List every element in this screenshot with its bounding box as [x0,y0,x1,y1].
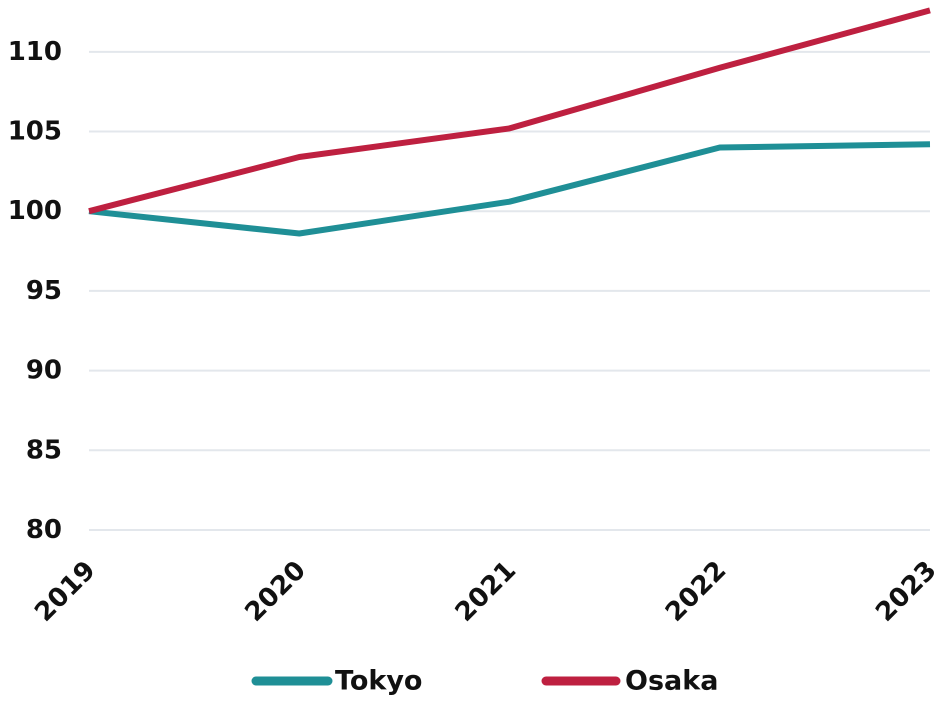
legend-label: Osaka [625,666,718,697]
series-line-tokyo [88,141,931,237]
y-tick-label: 105 [8,117,62,147]
x-tick-label: 2020 [239,555,311,627]
y-axis-tick-labels: 80 85 90 95 100 105 110 [8,37,62,545]
x-tick-label: 2021 [450,555,522,627]
legend-item-osaka: Osaka [541,666,718,697]
series-lines [88,7,931,237]
legend-item-tokyo: Tokyo [251,666,423,697]
series-line-osaka [88,7,931,215]
y-tick-label: 85 [26,435,62,465]
legend-label: Tokyo [335,666,423,697]
x-axis-tick-labels: 2019 2020 2021 2022 2023 [29,555,942,627]
x-tick-label: 2019 [29,555,101,627]
y-tick-label: 100 [8,196,62,226]
y-tick-label: 90 [26,356,62,386]
x-tick-label: 2022 [660,555,732,627]
x-tick-label: 2023 [870,555,942,627]
gridlines [89,50,930,531]
y-tick-label: 110 [8,37,62,67]
y-tick-label: 95 [26,276,62,306]
y-tick-label: 80 [26,515,62,545]
legend: Tokyo Osaka [251,666,718,697]
